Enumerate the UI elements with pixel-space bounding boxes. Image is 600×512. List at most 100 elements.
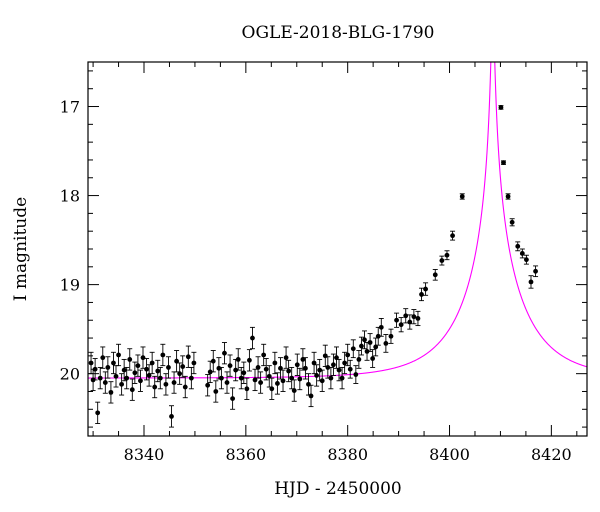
point-marker (375, 333, 381, 339)
data-point (500, 160, 506, 166)
chart-title: OGLE-2018-BLG-1790 (242, 23, 435, 43)
point-marker (140, 355, 146, 361)
point-marker (423, 286, 428, 292)
point-marker (306, 381, 311, 387)
point-marker (155, 368, 161, 374)
data-point (216, 357, 222, 380)
data-point (300, 348, 306, 371)
data-point (528, 275, 534, 289)
data-point (105, 356, 111, 379)
point-marker (280, 378, 286, 384)
data-point (394, 312, 400, 328)
point-marker (388, 333, 394, 339)
data-point (423, 282, 429, 296)
point-marker (269, 386, 275, 392)
x-tick-label: 8360 (225, 445, 266, 464)
data-point (252, 368, 258, 392)
data-point (174, 350, 180, 373)
point-marker (505, 194, 511, 199)
data-point (221, 342, 227, 365)
data-point (444, 250, 450, 261)
y-tick-label: 20 (60, 365, 80, 384)
point-marker (163, 381, 169, 387)
data-point (450, 230, 456, 241)
data-point (415, 310, 421, 327)
point-marker (291, 388, 297, 393)
point-marker (272, 360, 278, 366)
point-marker (519, 251, 525, 256)
point-marker (359, 343, 364, 349)
x-tick-label: 8380 (327, 445, 368, 464)
point-marker (362, 337, 367, 343)
data-point (439, 255, 445, 266)
point-marker (180, 364, 186, 369)
point-marker (105, 365, 111, 370)
data-point (213, 380, 219, 403)
point-marker (191, 360, 197, 366)
data-point (155, 359, 161, 383)
data-point (182, 375, 188, 399)
point-marker (370, 356, 376, 361)
data-point (356, 350, 362, 369)
data-point (149, 351, 155, 375)
data-point (322, 344, 328, 367)
point-marker (166, 365, 171, 370)
point-marker (336, 367, 342, 373)
data-point (523, 254, 529, 265)
point-marker (160, 352, 166, 358)
data-point (171, 371, 177, 394)
data-point (92, 358, 98, 381)
x-tick-label: 8400 (429, 445, 470, 464)
y-tick-label: 19 (60, 276, 80, 295)
data-point (97, 366, 103, 390)
data-point (297, 367, 303, 391)
point-marker (219, 375, 224, 381)
data-point (163, 373, 169, 396)
data-point (269, 377, 275, 400)
point-marker (459, 194, 465, 199)
point-marker (509, 219, 515, 225)
data-point (95, 401, 101, 424)
data-point (113, 365, 119, 388)
point-marker (108, 389, 114, 395)
data-point (272, 351, 278, 375)
data-point (398, 317, 404, 333)
data-point (280, 369, 286, 392)
data-point (274, 372, 280, 395)
point-marker (95, 410, 101, 416)
data-point (350, 339, 356, 359)
data-point (283, 346, 289, 369)
point-marker (364, 349, 370, 354)
point-marker (328, 375, 334, 381)
point-marker (238, 375, 244, 381)
point-marker (224, 380, 230, 385)
point-marker (342, 360, 348, 366)
point-marker (111, 360, 116, 366)
point-marker (294, 362, 300, 368)
point-marker (286, 368, 292, 374)
point-marker (244, 386, 250, 392)
data-point (388, 328, 394, 344)
point-marker (411, 314, 417, 320)
data-point (347, 359, 353, 379)
point-marker (247, 357, 252, 363)
point-marker (317, 367, 323, 373)
point-marker (515, 243, 521, 249)
point-marker (331, 362, 336, 368)
x-tick-label: 8420 (531, 445, 572, 464)
data-point (345, 343, 351, 367)
data-point (160, 343, 166, 367)
data-point (127, 348, 133, 371)
point-marker (157, 375, 163, 381)
point-marker (501, 160, 506, 166)
data-point (144, 358, 150, 381)
point-marker (127, 357, 133, 362)
point-marker (394, 317, 399, 323)
data-point (135, 354, 141, 377)
point-marker (439, 258, 445, 263)
point-marker (213, 389, 219, 394)
point-marker (207, 369, 213, 375)
point-marker (149, 360, 155, 366)
data-point (286, 359, 292, 383)
